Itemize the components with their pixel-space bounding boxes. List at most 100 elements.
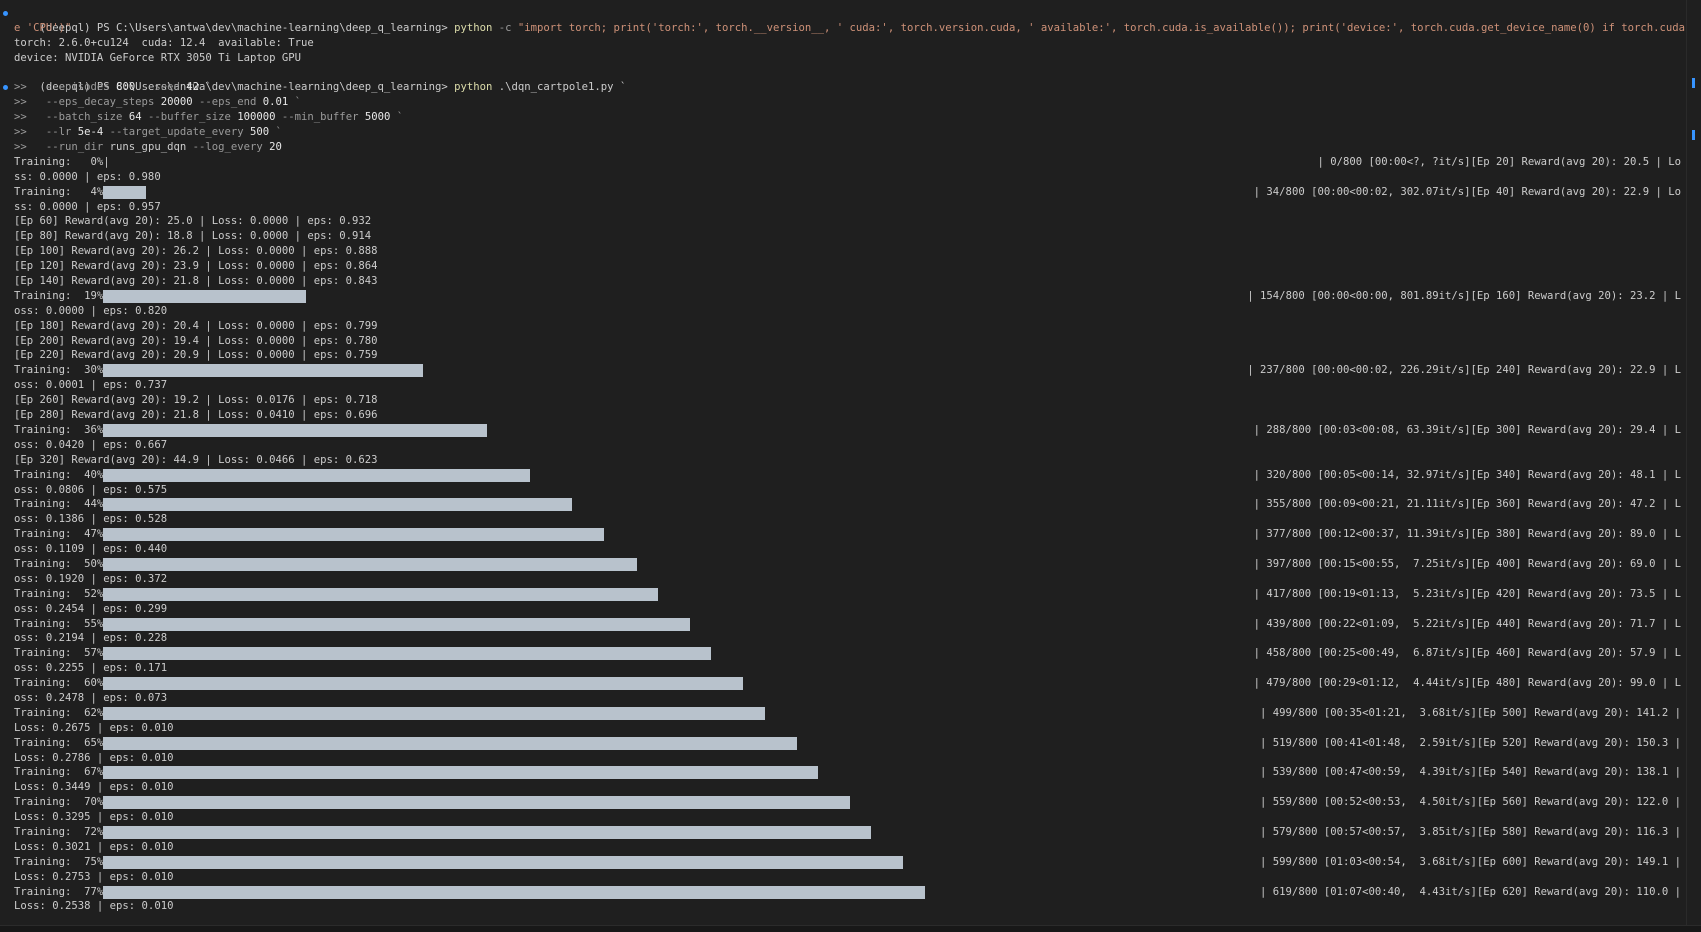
progress-label: Training: 36%|: [14, 423, 110, 436]
output-line: device: NVIDIA GeForce RTX 3050 Ti Lapto…: [0, 51, 1681, 66]
log-line: Loss: 0.2786 | eps: 0.010: [0, 751, 1681, 766]
progress-bar-fill: [103, 587, 658, 601]
log-text: Loss: 0.2786 | eps: 0.010: [14, 751, 174, 764]
cli-value: 64: [128, 111, 142, 124]
progress-label: Training: 0%|: [14, 155, 110, 168]
progress-stats: | 154/800 [00:00<00:00, 801.89it/s][Ep 1…: [1247, 289, 1681, 302]
progress-bar-fill: [103, 825, 871, 839]
progress-bar-fill: [103, 885, 925, 899]
progress-line: Training: 19%| | 154/800 [00:00<00:00, 80…: [0, 289, 1681, 304]
log-line: oss: 0.0806 | eps: 0.575: [0, 483, 1681, 498]
log-text: ss: 0.0000 | eps: 0.957: [14, 200, 161, 213]
log-text: [Ep 180] Reward(avg 20): 20.4 | Loss: 0.…: [14, 319, 378, 332]
log-text: oss: 0.1920 | eps: 0.372: [14, 572, 168, 585]
progress-label: Training: 40%|: [14, 468, 110, 481]
progress-line: Training: 55%| | 439/800 [00:22<01:09, 5.…: [0, 617, 1681, 632]
prompt-line-wrap: e 'CPU')": [0, 21, 1681, 36]
progress-bar-fill: [103, 766, 818, 780]
log-text: Loss: 0.3295 | eps: 0.010: [14, 811, 174, 824]
progress-bar-fill: [103, 364, 423, 378]
cli-flag: --seed: [135, 81, 187, 94]
progress-stats: | 34/800 [00:00<00:02, 302.07it/s][Ep 40…: [1253, 185, 1681, 198]
progress-bar-fill: [103, 557, 637, 571]
cli-flag: --batch_size: [45, 111, 129, 124]
progress-stats: | 519/800 [00:41<01:48, 2.59it/s][Ep 520…: [1260, 736, 1681, 749]
progress-label: Training: 70%|: [14, 796, 110, 809]
log-text: ss: 0.0000 | eps: 0.980: [14, 170, 161, 183]
log-text: [Ep 280] Reward(avg 20): 21.8 | Loss: 0.…: [14, 409, 378, 422]
log-text: Loss: 0.3021 | eps: 0.010: [14, 840, 174, 853]
command-flag: -c: [492, 21, 518, 34]
terminal-output[interactable]: (deepql) PS C:\Users\antwa\dev\machine-l…: [0, 6, 1701, 914]
command-exe: python: [454, 81, 493, 94]
progress-bar-fill: [103, 855, 903, 869]
progress-label: Training: 65%|: [14, 736, 110, 749]
progress-label: Training: 57%|: [14, 647, 110, 660]
log-line: Loss: 0.2538 | eps: 0.010: [0, 899, 1681, 914]
vertical-scrollbar[interactable]: [1686, 0, 1701, 932]
log-line: oss: 0.1109 | eps: 0.440: [0, 542, 1681, 557]
continuation-prefix: >>: [14, 126, 46, 139]
log-line: [Ep 200] Reward(avg 20): 19.4 | Loss: 0.…: [0, 334, 1681, 349]
progress-stats: | 479/800 [00:29<01:12, 4.44it/s][Ep 480…: [1253, 677, 1681, 690]
progress-stats: | 377/800 [00:12<00:37, 11.39it/s][Ep 38…: [1253, 528, 1681, 541]
progress-line: Training: 77%| | 619/800 [01:07<00:40, 4.…: [0, 885, 1681, 900]
progress-line: Training: 75%| | 599/800 [01:03<00:54, 3.…: [0, 855, 1681, 870]
output-text: device: NVIDIA GeForce RTX 3050 Ti Lapto…: [14, 51, 302, 64]
continuation-prefix: >>: [14, 111, 46, 124]
command-arg: "import torch; print('torch:', torch.__v…: [517, 21, 1701, 34]
progress-bar-fill: [103, 796, 850, 810]
log-line: [Ep 140] Reward(avg 20): 21.8 | Loss: 0.…: [0, 274, 1681, 289]
command-marker-icon[interactable]: [3, 11, 8, 16]
command-marker-icon[interactable]: [3, 85, 8, 91]
progress-stats: | 539/800 [00:47<00:59, 4.39it/s][Ep 540…: [1260, 766, 1681, 779]
cli-flag: --eps_end: [192, 96, 263, 109]
log-text: oss: 0.0806 | eps: 0.575: [14, 483, 168, 496]
log-text: Loss: 0.2538 | eps: 0.010: [14, 900, 174, 913]
progress-bar-fill: [103, 677, 743, 691]
progress-stats: | 458/800 [00:25<00:49, 6.87it/s][Ep 460…: [1253, 647, 1681, 660]
cli-flag: --lr: [45, 126, 78, 139]
log-text: oss: 0.2194 | eps: 0.228: [14, 632, 168, 645]
output-text: torch: 2.6.0+cu124 cuda: 12.4 available:…: [14, 36, 314, 49]
log-text: [Ep 60] Reward(avg 20): 25.0 | Loss: 0.0…: [14, 215, 372, 228]
cli-flag: `: [390, 111, 404, 124]
log-text: [Ep 320] Reward(avg 20): 44.9 | Loss: 0.…: [14, 453, 378, 466]
progress-line: Training: 40%| | 320/800 [00:05<00:14, 32…: [0, 468, 1681, 483]
log-text: [Ep 120] Reward(avg 20): 23.9 | Loss: 0.…: [14, 260, 378, 273]
progress-stats: | 559/800 [00:52<00:53, 4.50it/s][Ep 560…: [1260, 796, 1681, 809]
log-line: [Ep 260] Reward(avg 20): 19.2 | Loss: 0.…: [0, 393, 1681, 408]
progress-label: Training: 75%|: [14, 855, 110, 868]
cli-flag: --buffer_size: [141, 111, 238, 124]
continuation-prefix: >>: [14, 81, 46, 94]
log-line: [Ep 220] Reward(avg 20): 20.9 | Loss: 0.…: [0, 348, 1681, 363]
progress-label: Training: 52%|: [14, 587, 110, 600]
log-line: oss: 0.1386 | eps: 0.528: [0, 512, 1681, 527]
log-line: oss: 0.2478 | eps: 0.073: [0, 691, 1681, 706]
progress-bar-fill: [103, 423, 487, 437]
progress-stats: | 320/800 [00:05<00:14, 32.97it/s][Ep 34…: [1253, 468, 1681, 481]
progress-bar-fill: [103, 736, 797, 750]
progress-label: Training: 62%|: [14, 706, 110, 719]
cli-flag: --episodes: [45, 81, 117, 94]
continuation-line: >> --episodes 800 --seed 42 `: [0, 80, 1681, 95]
progress-stats: | 599/800 [01:03<00:54, 3.68it/s][Ep 600…: [1260, 855, 1681, 868]
progress-line: Training: 4%| | 34/800 [00:00<00:02, 302.…: [0, 185, 1681, 200]
log-line: oss: 0.0420 | eps: 0.667: [0, 438, 1681, 453]
cli-flag: `: [269, 126, 282, 139]
output-line: torch: 2.6.0+cu124 cuda: 12.4 available:…: [0, 36, 1681, 51]
continuation-line: >> --lr 5e-4 --target_update_every 500 `: [0, 125, 1681, 140]
progress-stats: | 499/800 [00:35<01:21, 3.68it/s][Ep 500…: [1260, 706, 1681, 719]
log-line: [Ep 100] Reward(avg 20): 26.2 | Loss: 0.…: [0, 244, 1681, 259]
log-line: [Ep 60] Reward(avg 20): 25.0 | Loss: 0.0…: [0, 214, 1681, 229]
log-text: oss: 0.0001 | eps: 0.737: [14, 379, 168, 392]
progress-label: Training: 67%|: [14, 766, 110, 779]
scroll-marker: [1692, 130, 1695, 140]
progress-label: Training: 44%|: [14, 498, 110, 511]
progress-label: Training: 60%|: [14, 677, 110, 690]
log-text: [Ep 100] Reward(avg 20): 26.2 | Loss: 0.…: [14, 245, 378, 258]
continuation-prefix: >>: [14, 141, 46, 154]
progress-stats: | 0/800 [00:00<?, ?it/s][Ep 20] Reward(a…: [1317, 155, 1681, 168]
progress-line: Training: 65%| | 519/800 [00:41<01:48, 2.…: [0, 736, 1681, 751]
continuation-line: >> --run_dir runs_gpu_dqn --log_every 20: [0, 140, 1681, 155]
